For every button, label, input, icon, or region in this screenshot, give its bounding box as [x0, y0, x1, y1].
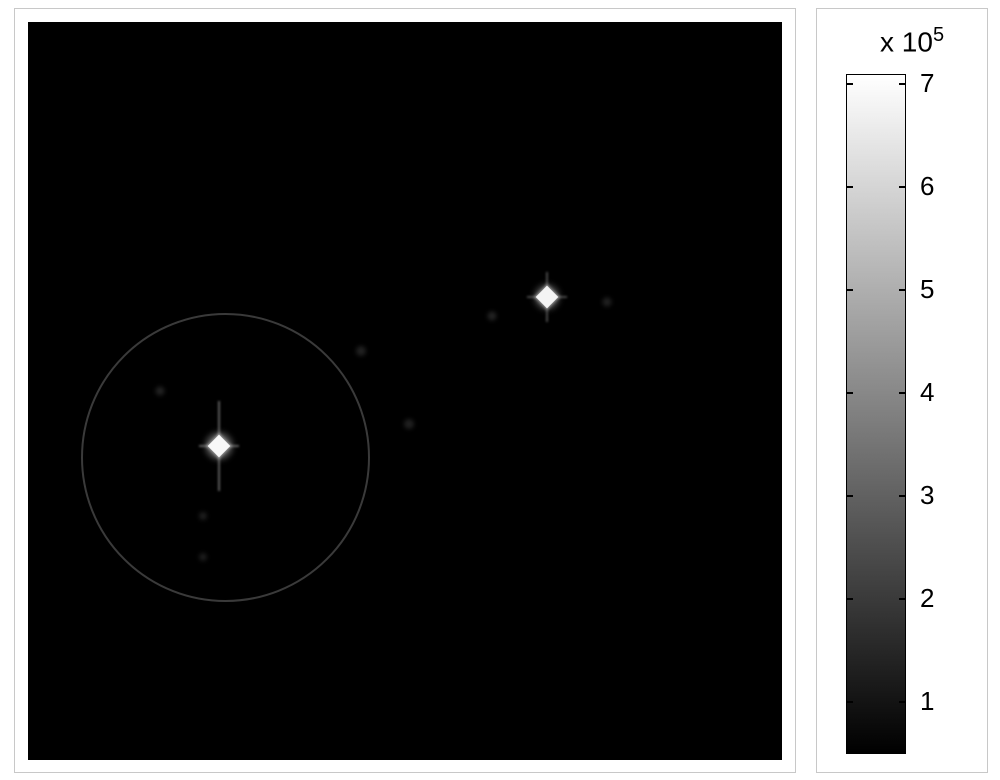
colorbar — [846, 74, 906, 754]
exponent-power: 5 — [933, 24, 944, 46]
colorbar-tick-label: 3 — [920, 480, 934, 511]
faint-spot — [603, 298, 612, 307]
faint-spot — [155, 387, 164, 396]
colorbar-tick-label: 1 — [920, 686, 934, 717]
colorbar-tick-label: 2 — [920, 583, 934, 614]
colorbar-tick-label: 4 — [920, 377, 934, 408]
intensity-image — [28, 22, 782, 760]
colorbar-tick — [899, 495, 906, 497]
faint-spot — [404, 419, 414, 429]
colorbar-tick — [899, 186, 906, 188]
colorbar-tick — [899, 83, 906, 85]
colorbar-tick — [899, 289, 906, 291]
faint-spot — [487, 311, 496, 320]
colorbar-tick-label: 5 — [920, 274, 934, 305]
colorbar-tick-label: 6 — [920, 171, 934, 202]
colorbar-tick — [846, 701, 853, 703]
colorbar-tick — [899, 392, 906, 394]
colorbar-tick — [846, 83, 853, 85]
colorbar-tick — [846, 186, 853, 188]
colorbar-tick — [899, 598, 906, 600]
colorbar-tick — [846, 598, 853, 600]
colorbar-tick — [846, 392, 853, 394]
colorbar-tick — [846, 495, 853, 497]
colorbar-tick — [846, 289, 853, 291]
faint-spot — [356, 346, 366, 356]
faint-spot — [199, 553, 207, 561]
faint-spot — [199, 512, 207, 520]
figure: x 105 1234567 — [0, 0, 1000, 780]
colorbar-exponent-label: x 105 — [880, 24, 944, 58]
colorbar-tick-label: 7 — [920, 68, 934, 99]
colorbar-tick — [899, 701, 906, 703]
exponent-base: x 10 — [880, 26, 933, 57]
